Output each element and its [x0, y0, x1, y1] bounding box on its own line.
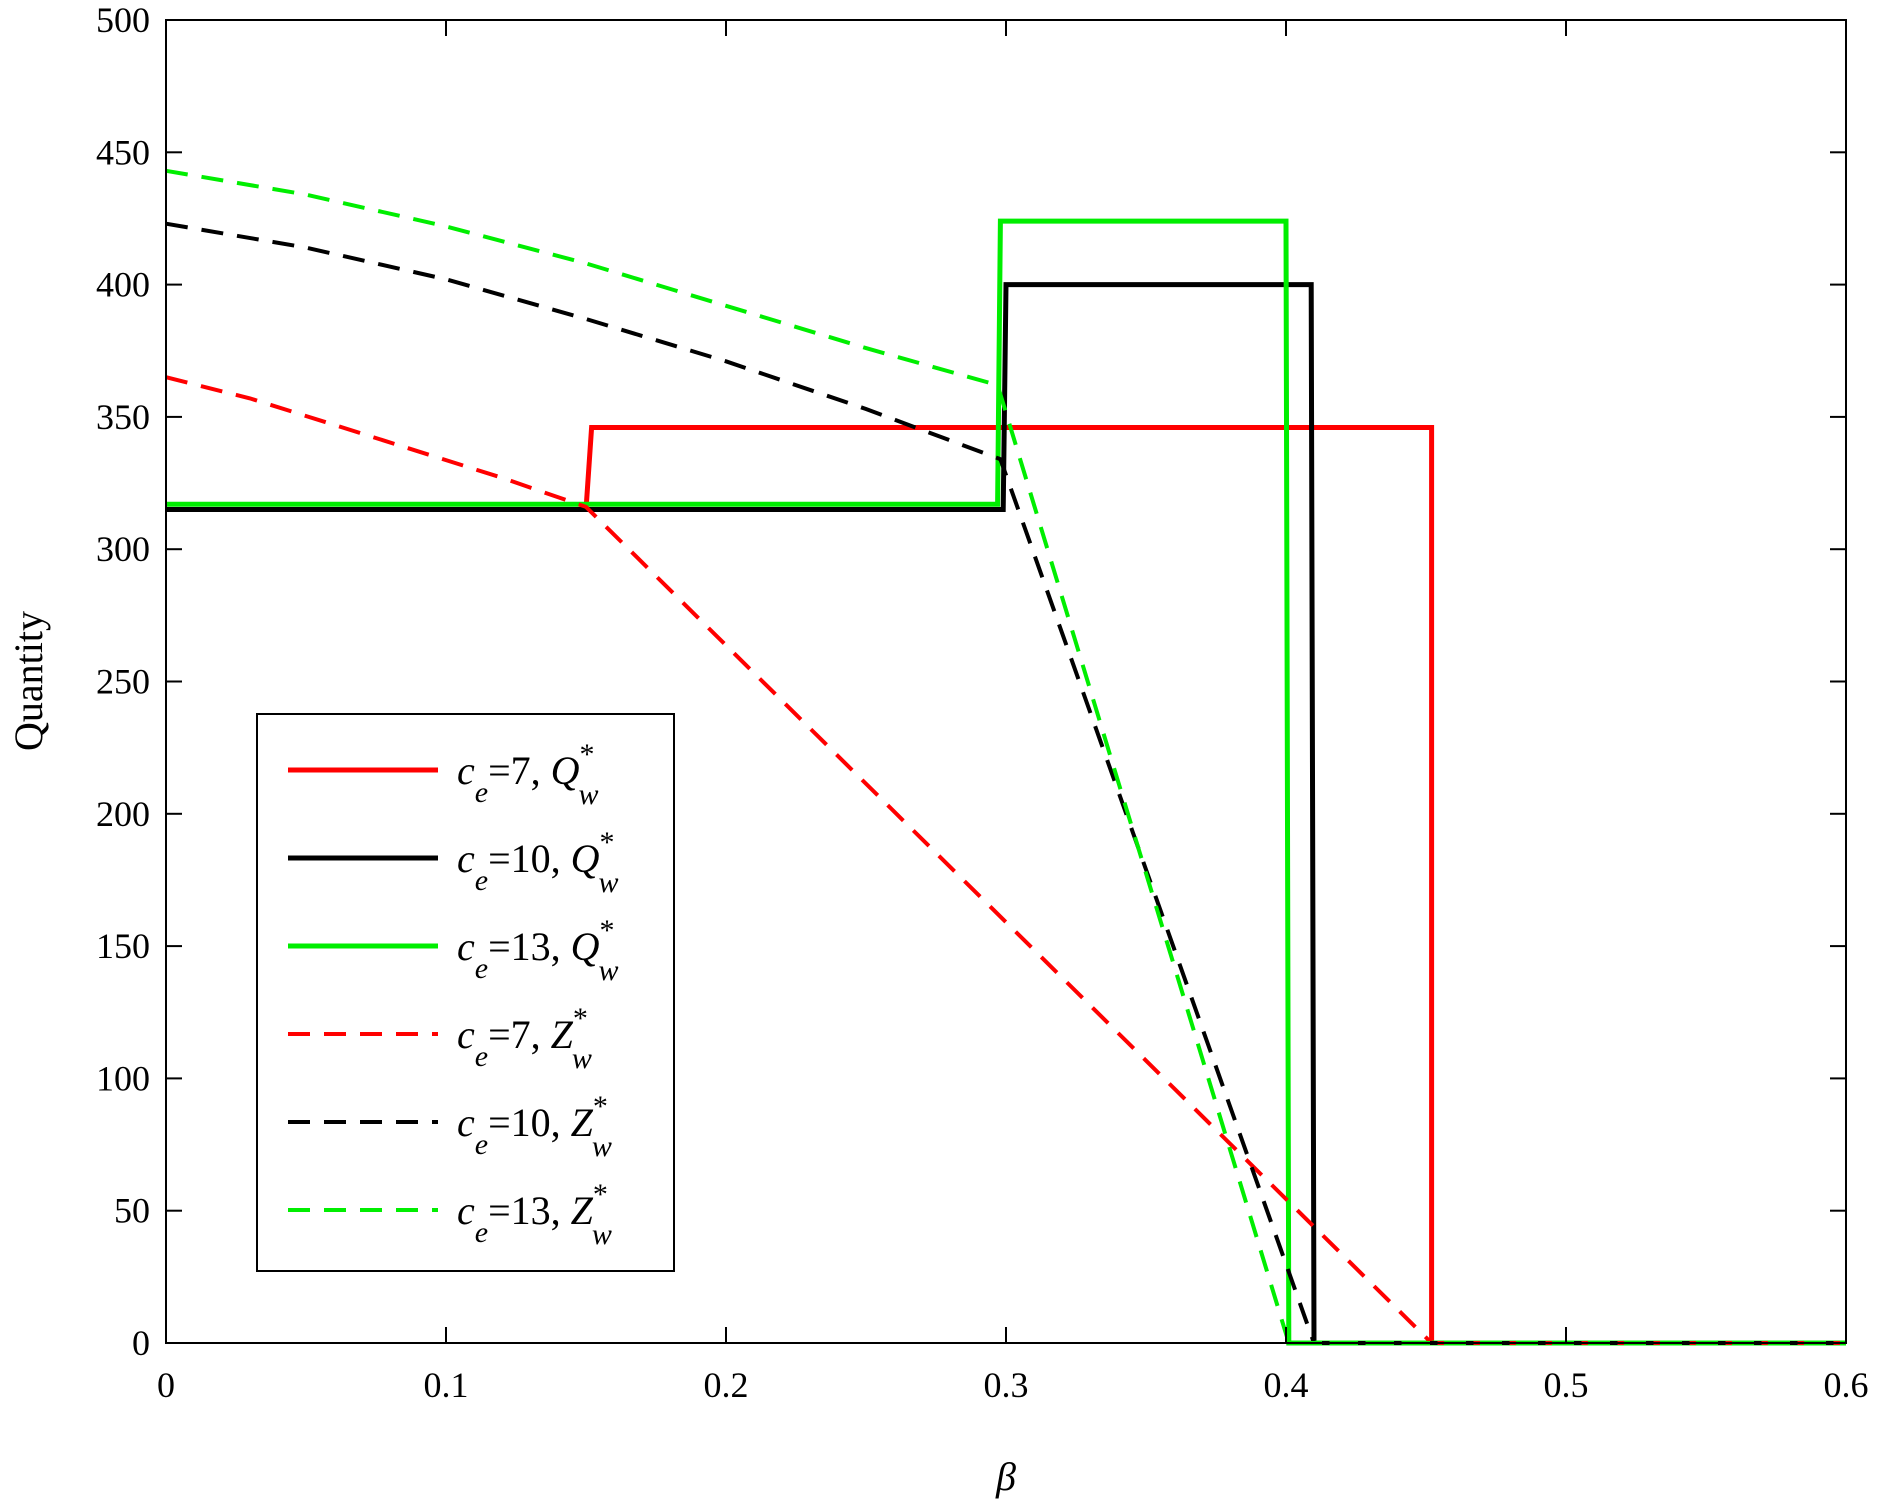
x-tick-label: 0.3	[984, 1365, 1029, 1405]
series-line-4	[165, 375, 1846, 1345]
y-tick-label: 50	[114, 1191, 150, 1231]
y-tick-label: 200	[96, 794, 150, 834]
ticks-layer: 0 0.1 0.2 0.3 0.4 0.5 0.6 0 50 100 150 200 250 300 350…	[96, 0, 1869, 1405]
y-tick-label: 350	[96, 397, 150, 437]
legend-box	[256, 713, 675, 1272]
series-line-5	[165, 221, 1846, 1345]
series-line-6	[165, 168, 1846, 1345]
y-tick-label: 300	[96, 529, 150, 569]
x-axis-title: β	[995, 1454, 1016, 1499]
x-tick-label: 0.5	[1544, 1365, 1589, 1405]
legend-label-6: ce=13, Z* w	[457, 1178, 612, 1251]
y-tick-label: 150	[96, 926, 150, 966]
y-axis-title: Quantity	[6, 611, 51, 751]
x-tick-label: 0	[157, 1365, 175, 1405]
x-tick-label: 0.4	[1264, 1365, 1309, 1405]
x-tick-label: 0.2	[704, 1365, 749, 1405]
y-tick-label: 450	[96, 132, 150, 172]
y-tick-label: 0	[132, 1323, 150, 1363]
y-tick-label: 400	[96, 265, 150, 305]
legend: ce=7, Q* w ce=10, Q* w ce=13, Q* w ce=7, Z* w ce…	[256, 713, 675, 1272]
legend-label-2: ce=10, Q* w	[457, 826, 619, 899]
y-tick-label: 100	[96, 1058, 150, 1098]
legend-label-5: ce=10, Z* w	[457, 1090, 612, 1163]
x-tick-label: 0.1	[424, 1365, 469, 1405]
y-tick-label: 500	[96, 0, 150, 40]
legend-label-4: ce=7, Z* w	[457, 1002, 592, 1075]
x-tick-label: 0.6	[1824, 1365, 1869, 1405]
legend-label-1: ce=7, Q* w	[457, 738, 599, 811]
y-tick-label: 250	[96, 662, 150, 702]
legend-label-3: ce=13, Q* w	[457, 914, 619, 987]
